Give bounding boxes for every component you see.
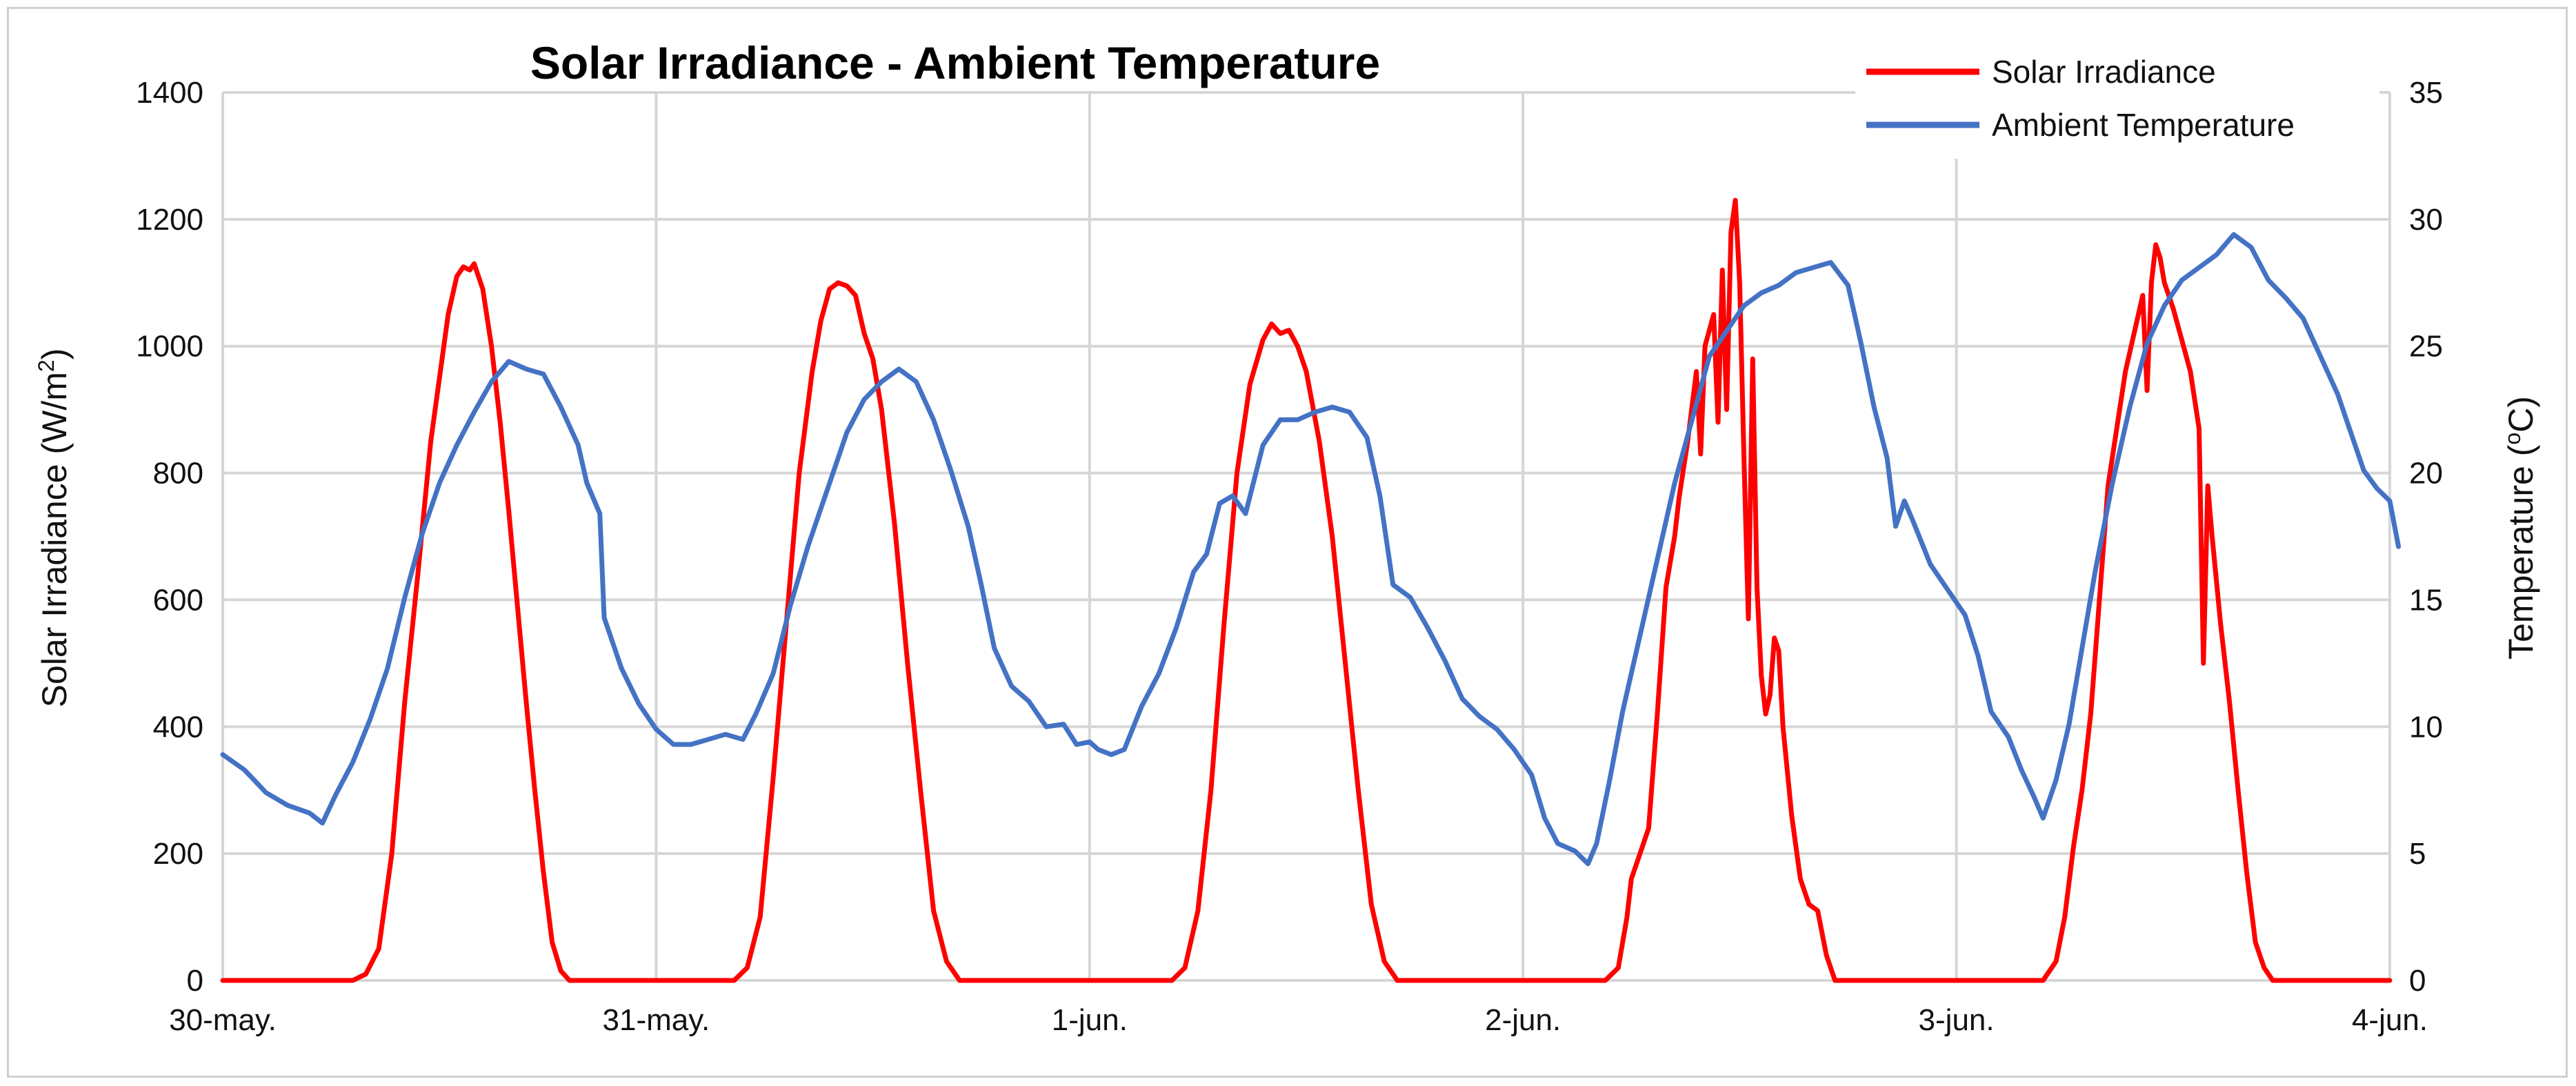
grid <box>221 91 2391 982</box>
chart-title: Solar Irradiance - Ambient Temperature <box>530 37 1380 88</box>
y-tick-label: 600 <box>153 583 203 617</box>
x-tick-label: 30-may. <box>169 1003 277 1037</box>
series-line-ambient-temperature <box>220 232 2402 867</box>
legend-label-ambient-temperature: Ambient Temperature <box>1992 107 2295 143</box>
y2-tick-label: 5 <box>2409 837 2426 871</box>
x-tick-label: 4-jun. <box>2352 1003 2428 1037</box>
y-tick-label: 1000 <box>136 330 203 364</box>
y2-tick-label: 15 <box>2409 583 2443 617</box>
legend-background <box>1855 28 2379 159</box>
y2-axis-title: Temperature (oC) <box>2500 396 2540 660</box>
tick-labels: 0 0 200 5 400 10 600 15 800 20 1000 25 1200 30 1400 35 3… <box>136 76 2443 1037</box>
y-tick-label: 800 <box>153 457 203 491</box>
y2-tick-label: 10 <box>2409 710 2443 744</box>
x-tick-label: 31-may. <box>603 1003 710 1037</box>
y-tick-label: 0 <box>187 964 203 998</box>
x-tick-label: 2-jun. <box>1485 1003 1561 1037</box>
y-axis-title: Solar Irradiance (W/m2) <box>34 348 74 708</box>
y2-axis-title-end: C) <box>2502 396 2540 433</box>
y2-tick-label: 20 <box>2409 457 2443 491</box>
y2-tick-label: 35 <box>2409 76 2443 110</box>
series-layer <box>220 197 2402 983</box>
y2-tick-label: 30 <box>2409 203 2443 237</box>
x-tick-label: 3-jun. <box>1919 1003 1995 1037</box>
y2-axis-title-superscript: o <box>2500 433 2525 445</box>
legend-label-solar-irradiance: Solar Irradiance <box>1992 54 2216 90</box>
y-axis-title-end: ) <box>35 348 74 360</box>
y2-axis-title-main: Temperature ( <box>2502 444 2540 660</box>
y2-tick-label: 25 <box>2409 330 2443 364</box>
y-axis-title-main: Solar Irradiance (W/m <box>35 372 74 707</box>
y-tick-label: 1200 <box>136 203 203 237</box>
y-axis-title-superscript: 2 <box>34 359 59 372</box>
y-tick-label: 200 <box>153 837 203 871</box>
y2-tick-label: 0 <box>2409 964 2426 998</box>
legend: Solar Irradiance Ambient Temperature <box>1855 28 2379 159</box>
chart-frame <box>7 7 2568 1078</box>
y-tick-label: 400 <box>153 710 203 744</box>
x-tick-label: 1-jun. <box>1052 1003 1128 1037</box>
series-line-solar-irradiance <box>220 197 2393 983</box>
y-tick-label: 1400 <box>136 76 203 110</box>
